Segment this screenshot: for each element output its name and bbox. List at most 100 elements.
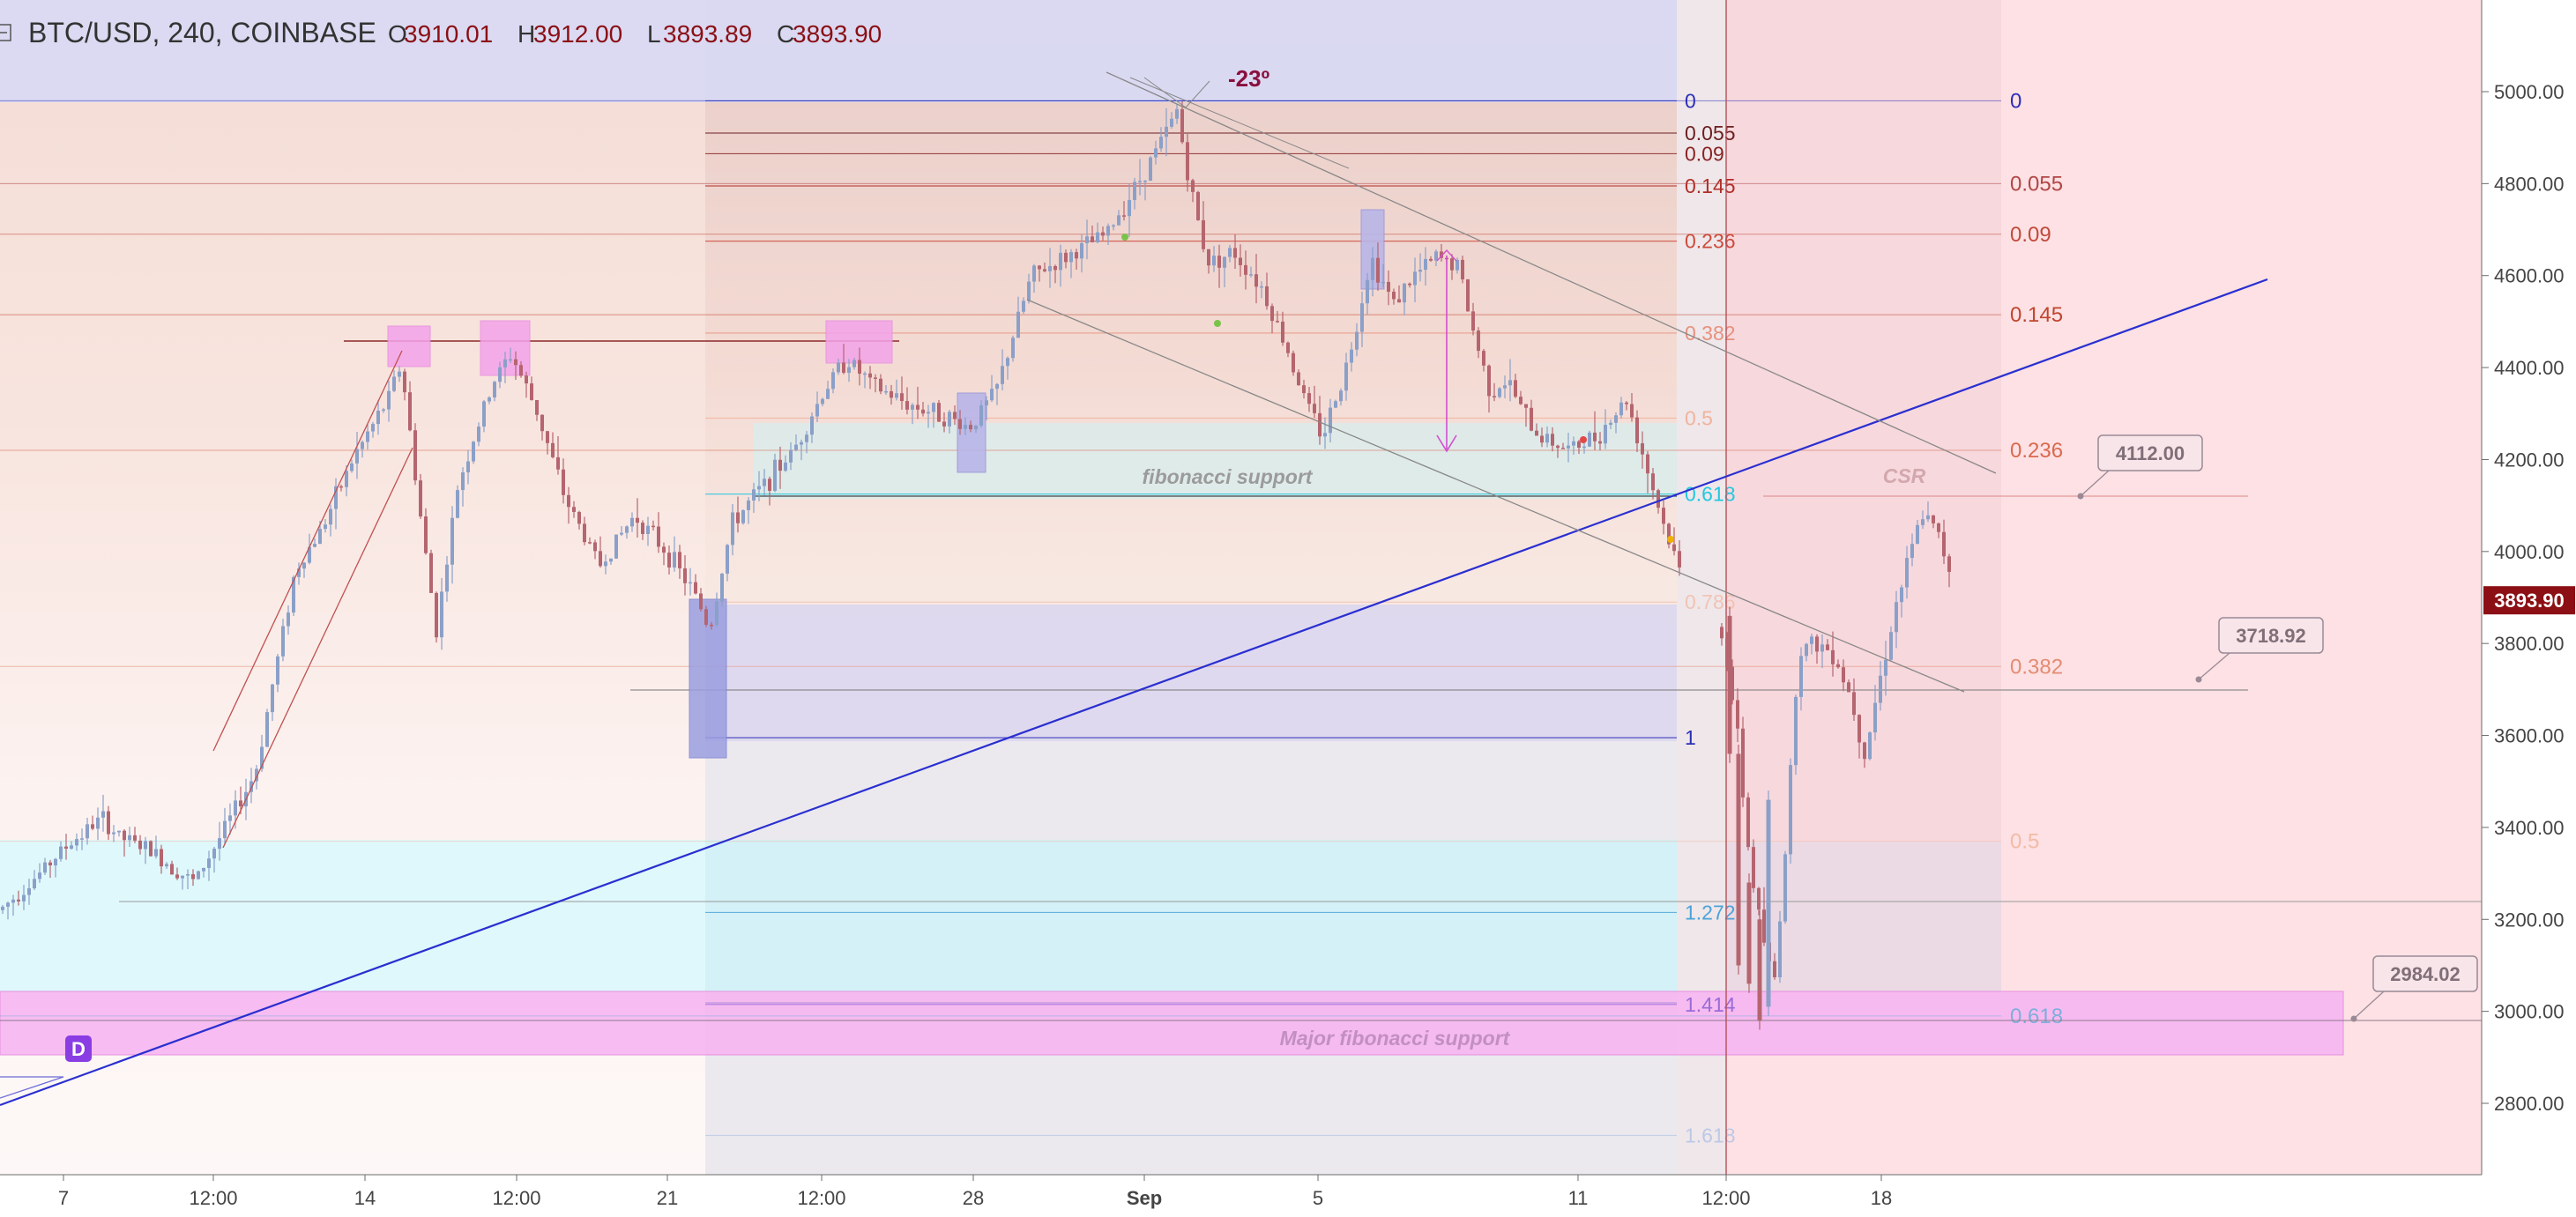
candle-up — [202, 867, 205, 872]
candle-up — [726, 545, 729, 574]
candle-down — [1831, 649, 1835, 664]
candle-up — [6, 902, 10, 907]
candle-down — [1947, 556, 1951, 572]
candle-up — [1434, 251, 1438, 261]
candle-up — [985, 400, 988, 406]
candle-up — [186, 874, 190, 876]
time-tick-label: 11 — [1568, 1187, 1589, 1209]
candle-down — [1408, 283, 1411, 286]
candle-down — [667, 553, 671, 568]
candle-up — [1027, 281, 1031, 301]
candle-down — [942, 421, 946, 427]
up-arrow-head — [1436, 249, 1457, 262]
collapse-square-icon[interactable] — [0, 24, 11, 41]
candle-down — [1202, 219, 1205, 249]
candle-down — [1942, 531, 1946, 557]
candle-up — [1805, 643, 1808, 657]
candle-up — [1619, 402, 1623, 416]
candle-down — [1387, 281, 1390, 293]
candle-up — [154, 849, 158, 857]
callout-box — [2097, 434, 2203, 471]
candle-down — [1657, 490, 1660, 508]
candle-up — [260, 746, 264, 769]
candle-down — [170, 864, 174, 875]
candle-up — [440, 591, 443, 638]
candle-down — [1937, 523, 1940, 532]
background-zones — [0, 0, 2482, 1175]
time-tick-label: 12:00 — [492, 1187, 540, 1209]
candle-down — [1180, 108, 1184, 143]
candle-up — [773, 459, 777, 491]
callout-text: 3718.92 — [2236, 625, 2306, 647]
candle-up — [1154, 148, 1158, 158]
candle-up — [1, 906, 4, 910]
candle-down — [17, 899, 20, 902]
candle-down — [577, 511, 581, 524]
candle-down — [1487, 365, 1491, 397]
candle-down — [1752, 847, 1755, 888]
candle-up — [847, 367, 851, 373]
callout-leader — [2198, 652, 2230, 680]
candle-body — [1766, 799, 1771, 1007]
candle-down — [1297, 372, 1300, 386]
candle-down — [879, 378, 882, 392]
candle-down — [1450, 258, 1454, 271]
callout-c2984[interactable]: 2984.02 — [2350, 955, 2478, 1022]
candle-up — [863, 373, 867, 375]
candle-up — [1006, 358, 1009, 367]
callout-c4112[interactable]: 4112.00 — [2077, 434, 2203, 500]
candle-up — [1884, 659, 1887, 676]
candle-down — [567, 494, 570, 508]
candle-up — [1128, 199, 1131, 217]
candle-down — [1239, 257, 1242, 265]
candle-up — [361, 442, 364, 449]
candle-down — [562, 469, 565, 495]
candle-up — [1085, 236, 1089, 243]
time-axis: 7 12:00 14 12:00 21 12:00 28 Sep 5 11 12:00 18 — [0, 1174, 2576, 1217]
candle-down — [1852, 692, 1856, 716]
candle-up — [1403, 283, 1406, 303]
time-tick-label: 28 — [963, 1187, 984, 1209]
major-fib-band-border — [0, 991, 2344, 1056]
candle-down — [413, 430, 417, 481]
candle-up — [366, 431, 369, 442]
marker-d-badge[interactable] — [65, 1035, 92, 1062]
candle-up — [1418, 270, 1422, 272]
callout-c3718[interactable]: 3718.92 — [2195, 617, 2324, 683]
candle-down — [1836, 664, 1840, 668]
candle-up — [1614, 415, 1618, 423]
ohlc-key: C — [777, 20, 794, 48]
candle-up — [392, 376, 396, 391]
candle-down — [678, 552, 681, 568]
horizontal-lines — [0, 0, 2576, 1175]
candle-up — [815, 404, 819, 417]
right-pink-inner — [1726, 0, 2001, 996]
candle-up — [620, 532, 623, 535]
fib-right-label: 0 — [2010, 89, 2021, 113]
candle-up — [911, 404, 914, 410]
candle-up — [715, 601, 718, 626]
candle-up — [741, 509, 745, 523]
candle-down — [768, 479, 771, 491]
fib-left-label: 1 — [1685, 726, 1696, 749]
candle-down — [556, 456, 560, 470]
candle-up — [1572, 441, 1575, 446]
candle-down — [1593, 432, 1597, 442]
candle-up — [948, 412, 951, 427]
candle-up — [1048, 265, 1052, 271]
candle-down — [1091, 236, 1094, 242]
candle-up — [1334, 401, 1337, 408]
candle-up — [720, 573, 724, 602]
candle-up — [1381, 281, 1385, 284]
candle-up — [329, 508, 332, 525]
candle-up — [609, 558, 613, 562]
candle-body — [1757, 919, 1762, 1021]
candle-down — [1482, 351, 1485, 366]
candle-down — [1233, 248, 1237, 258]
candle-down — [133, 835, 137, 841]
candle-up — [1032, 265, 1036, 282]
candle-up — [234, 800, 237, 816]
candle-up — [355, 449, 359, 464]
price-tick-label: 4200.00 — [2494, 449, 2565, 471]
